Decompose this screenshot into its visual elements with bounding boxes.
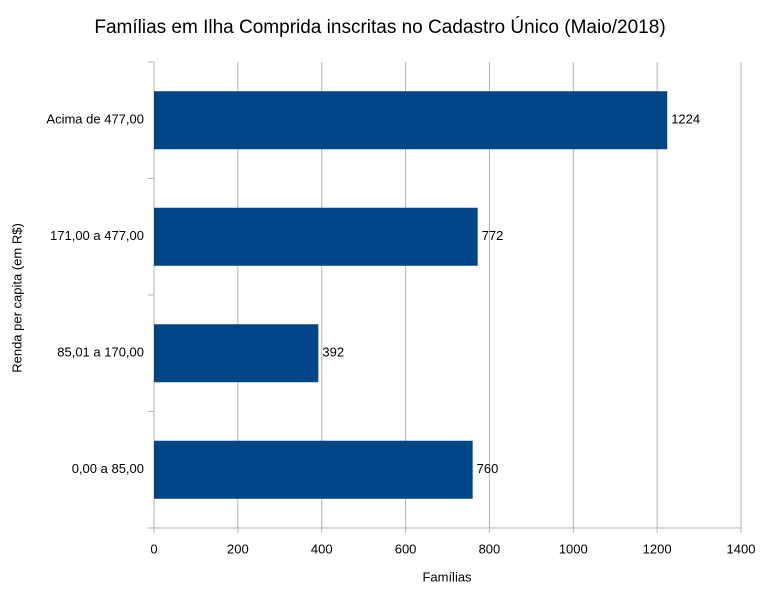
bar [154, 207, 478, 266]
bar [154, 440, 473, 499]
data-label: 392 [322, 345, 344, 360]
data-label: 772 [482, 228, 504, 243]
bar [154, 324, 319, 383]
x-tick-label: 600 [395, 541, 417, 556]
data-label: 1224 [671, 112, 700, 127]
chart-title: Famílias em Ilha Comprida inscritas no C… [94, 16, 665, 38]
x-tick-label: 200 [227, 541, 249, 556]
x-tick-label: 400 [311, 541, 333, 556]
y-tick-label: 85,01 a 170,00 [57, 345, 144, 360]
y-tick-label: 0,00 a 85,00 [72, 461, 144, 476]
x-tick-label: 1000 [559, 541, 588, 556]
x-tick-label: 1200 [643, 541, 672, 556]
data-label: 760 [477, 461, 499, 476]
x-axis-label: Famílias [422, 569, 472, 584]
x-tick-label: 0 [150, 541, 157, 556]
y-tick-label: 171,00 a 477,00 [50, 228, 144, 243]
y-axis-label: Renda per capita (em R$) [9, 223, 24, 373]
x-tick-label: 800 [479, 541, 501, 556]
bar [154, 91, 668, 150]
x-tick-label: 1400 [727, 541, 756, 556]
y-tick-label: Acima de 477,00 [46, 112, 144, 127]
